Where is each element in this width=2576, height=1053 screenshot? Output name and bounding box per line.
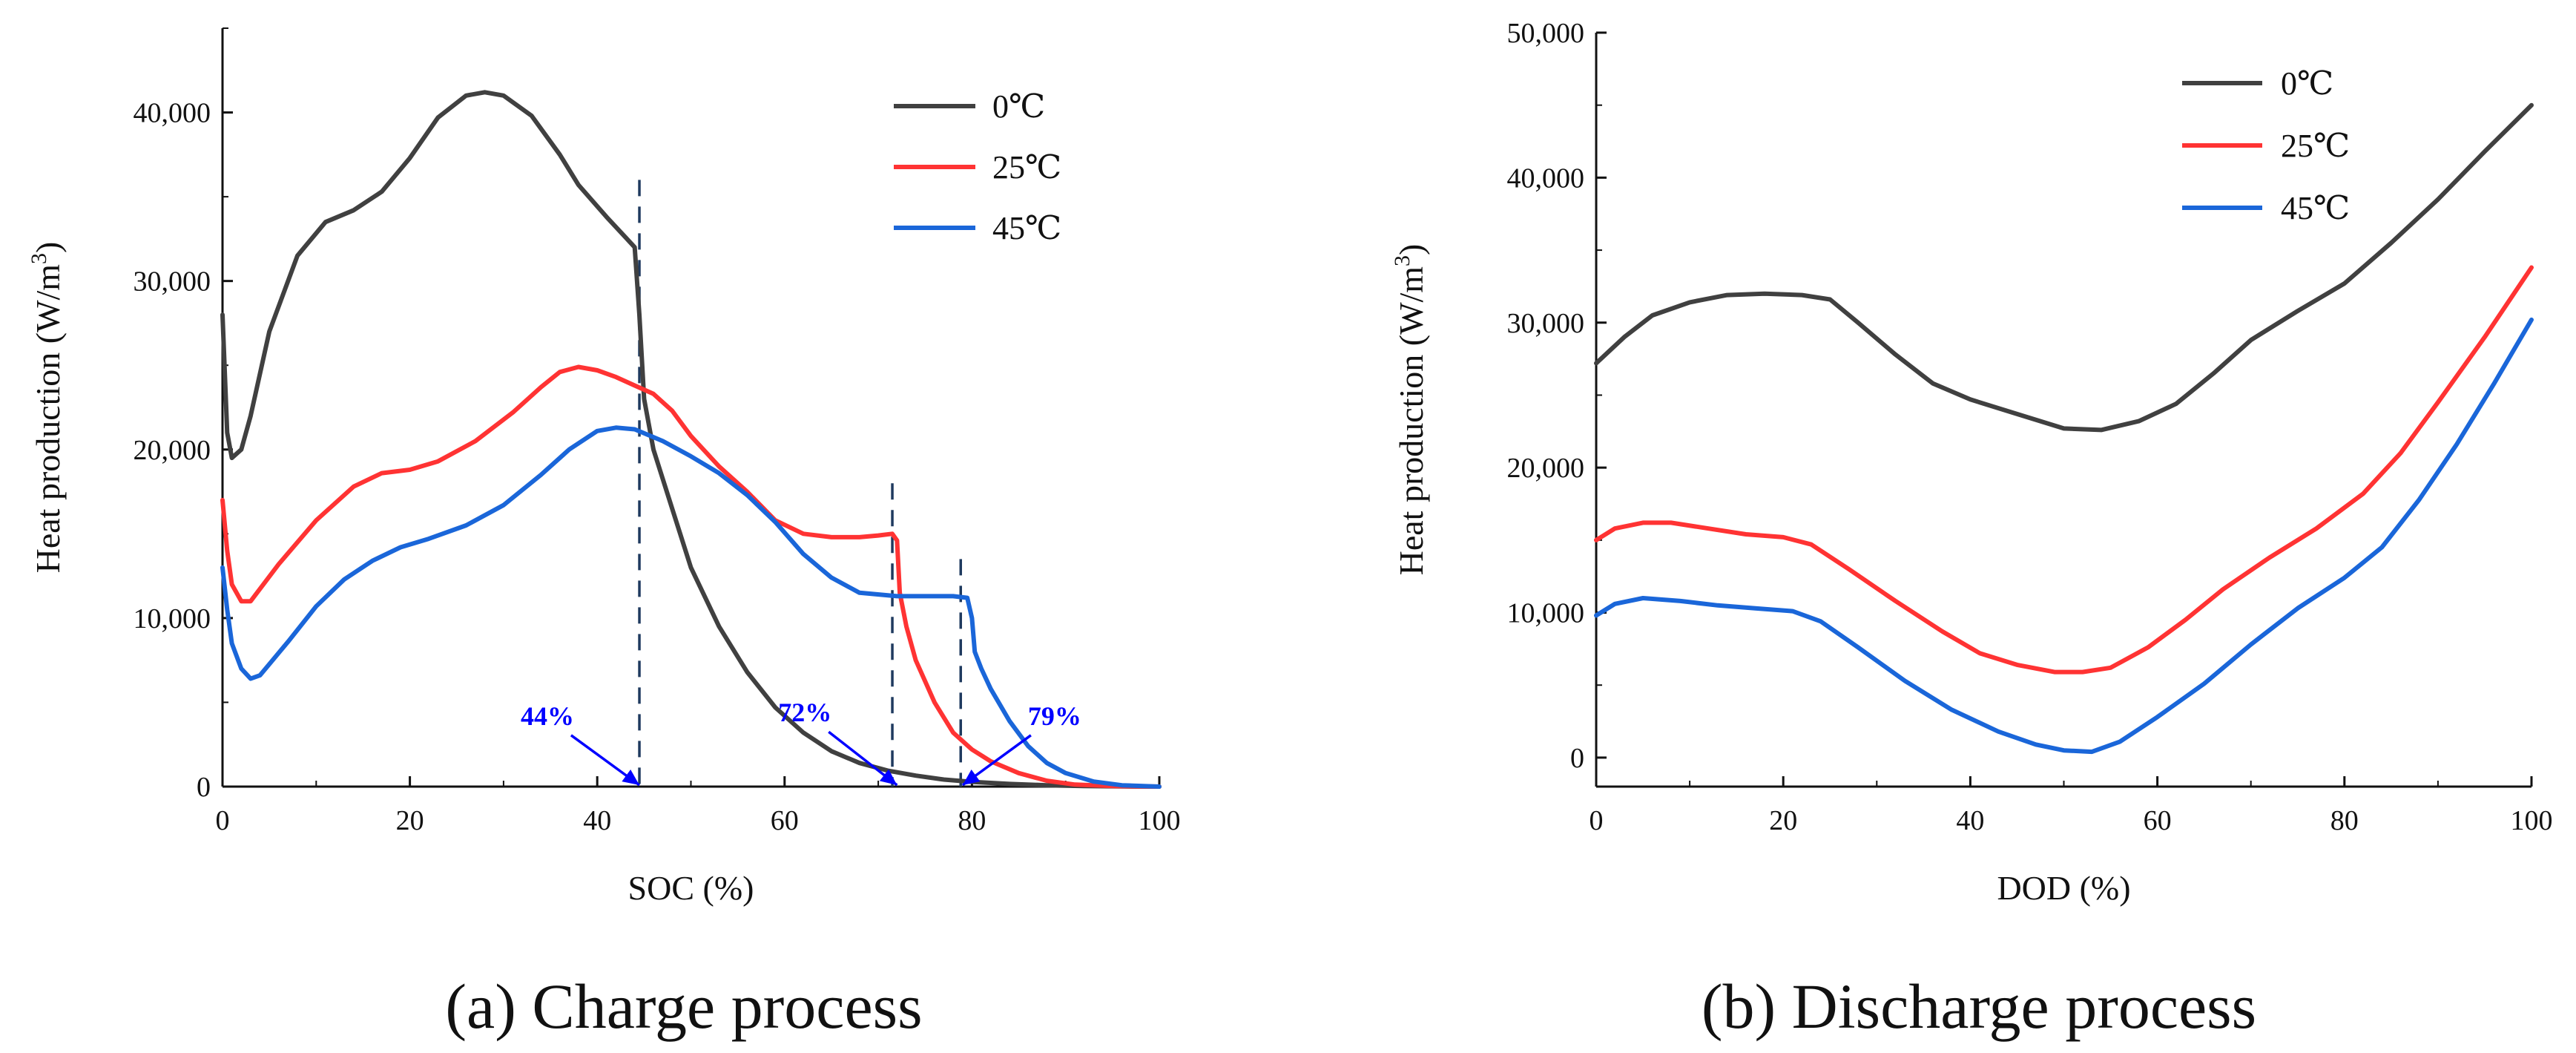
chart-panel-charge: 0 20 40 60 80 100 0 10,000 20,000 30,000 40,000 SOC…: [27, 27, 1181, 907]
y-tick-label: 20,000: [134, 435, 211, 466]
series-line-1: [1594, 265, 2534, 675]
y-tick-label: 10,000: [1507, 598, 1585, 629]
y-axis-label-superscript: 3: [27, 253, 51, 264]
legend-label: 25℃: [992, 149, 1061, 186]
y-axis-label-superscript: 3: [1390, 255, 1414, 266]
y-tick-label: 0: [197, 772, 211, 803]
x-tick-label: 100: [1139, 805, 1181, 836]
x-axis-label: SOC (%): [628, 869, 754, 907]
annotation-arrow-head: [622, 769, 640, 785]
y-tick-label: 30,000: [1507, 308, 1585, 339]
annotation-arrow-head: [962, 769, 981, 785]
x-axis-label: DOD (%): [1997, 869, 2130, 907]
x-tick-label: 20: [1769, 805, 1797, 836]
y-tick-label: 10,000: [134, 603, 211, 634]
x-tick-label: 80: [958, 805, 986, 836]
legend-label: 25℃: [2281, 128, 2350, 164]
y-tick-label: 0: [1570, 743, 1584, 774]
x-tick-label: 0: [216, 805, 230, 836]
y-tick-label: 20,000: [1507, 453, 1585, 484]
x-tick-label: 80: [2330, 805, 2359, 836]
y-tick-label: 40,000: [134, 98, 211, 129]
y-tick-label: 40,000: [1507, 163, 1585, 194]
chart-panel-discharge: 0 20 40 60 80 100 0 10,000 20,000 30,000 40,000 50,…: [1390, 18, 2553, 907]
series-line-0: [1594, 102, 2534, 433]
annotation-label: 79%: [1028, 701, 1081, 731]
x-tick-label: 40: [1956, 805, 1984, 836]
series-line-2: [1594, 317, 2534, 755]
y-axis-label-main: Heat production (W/m: [1392, 266, 1430, 576]
x-tick-label: 20: [396, 805, 424, 836]
annotation-arrow-head: [879, 769, 897, 785]
y-axis-label-close: ): [1392, 244, 1430, 255]
annotation-label: 44%: [521, 701, 574, 731]
legend-label: 0℃: [992, 88, 1045, 125]
y-tick-label: 50,000: [1507, 18, 1585, 49]
series-line-1: [220, 364, 1162, 789]
y-tick-label: 30,000: [134, 266, 211, 298]
x-tick-label: 60: [2144, 805, 2172, 836]
x-tick-label: 40: [583, 805, 611, 836]
y-axis-label-main: Heat production (W/m: [29, 264, 67, 574]
legend-label: 45℃: [992, 210, 1061, 246]
series-line-0: [220, 90, 1162, 789]
x-tick-label: 60: [771, 805, 799, 836]
y-axis-label: Heat production (W/m3): [27, 242, 67, 574]
x-tick-label: 0: [1590, 805, 1604, 836]
series-line-2: [220, 425, 1162, 789]
annotation-label: 72%: [778, 698, 831, 727]
y-axis-label: Heat production (W/m3): [1390, 244, 1430, 576]
legend-label: 0℃: [2281, 65, 2333, 102]
caption-charge-process: (a) Charge process: [445, 971, 922, 1042]
legend-label: 45℃: [2281, 190, 2350, 226]
caption-discharge-process: (b) Discharge process: [1702, 971, 2256, 1042]
y-axis-label-close: ): [29, 242, 67, 253]
x-tick-label: 100: [2511, 805, 2553, 836]
